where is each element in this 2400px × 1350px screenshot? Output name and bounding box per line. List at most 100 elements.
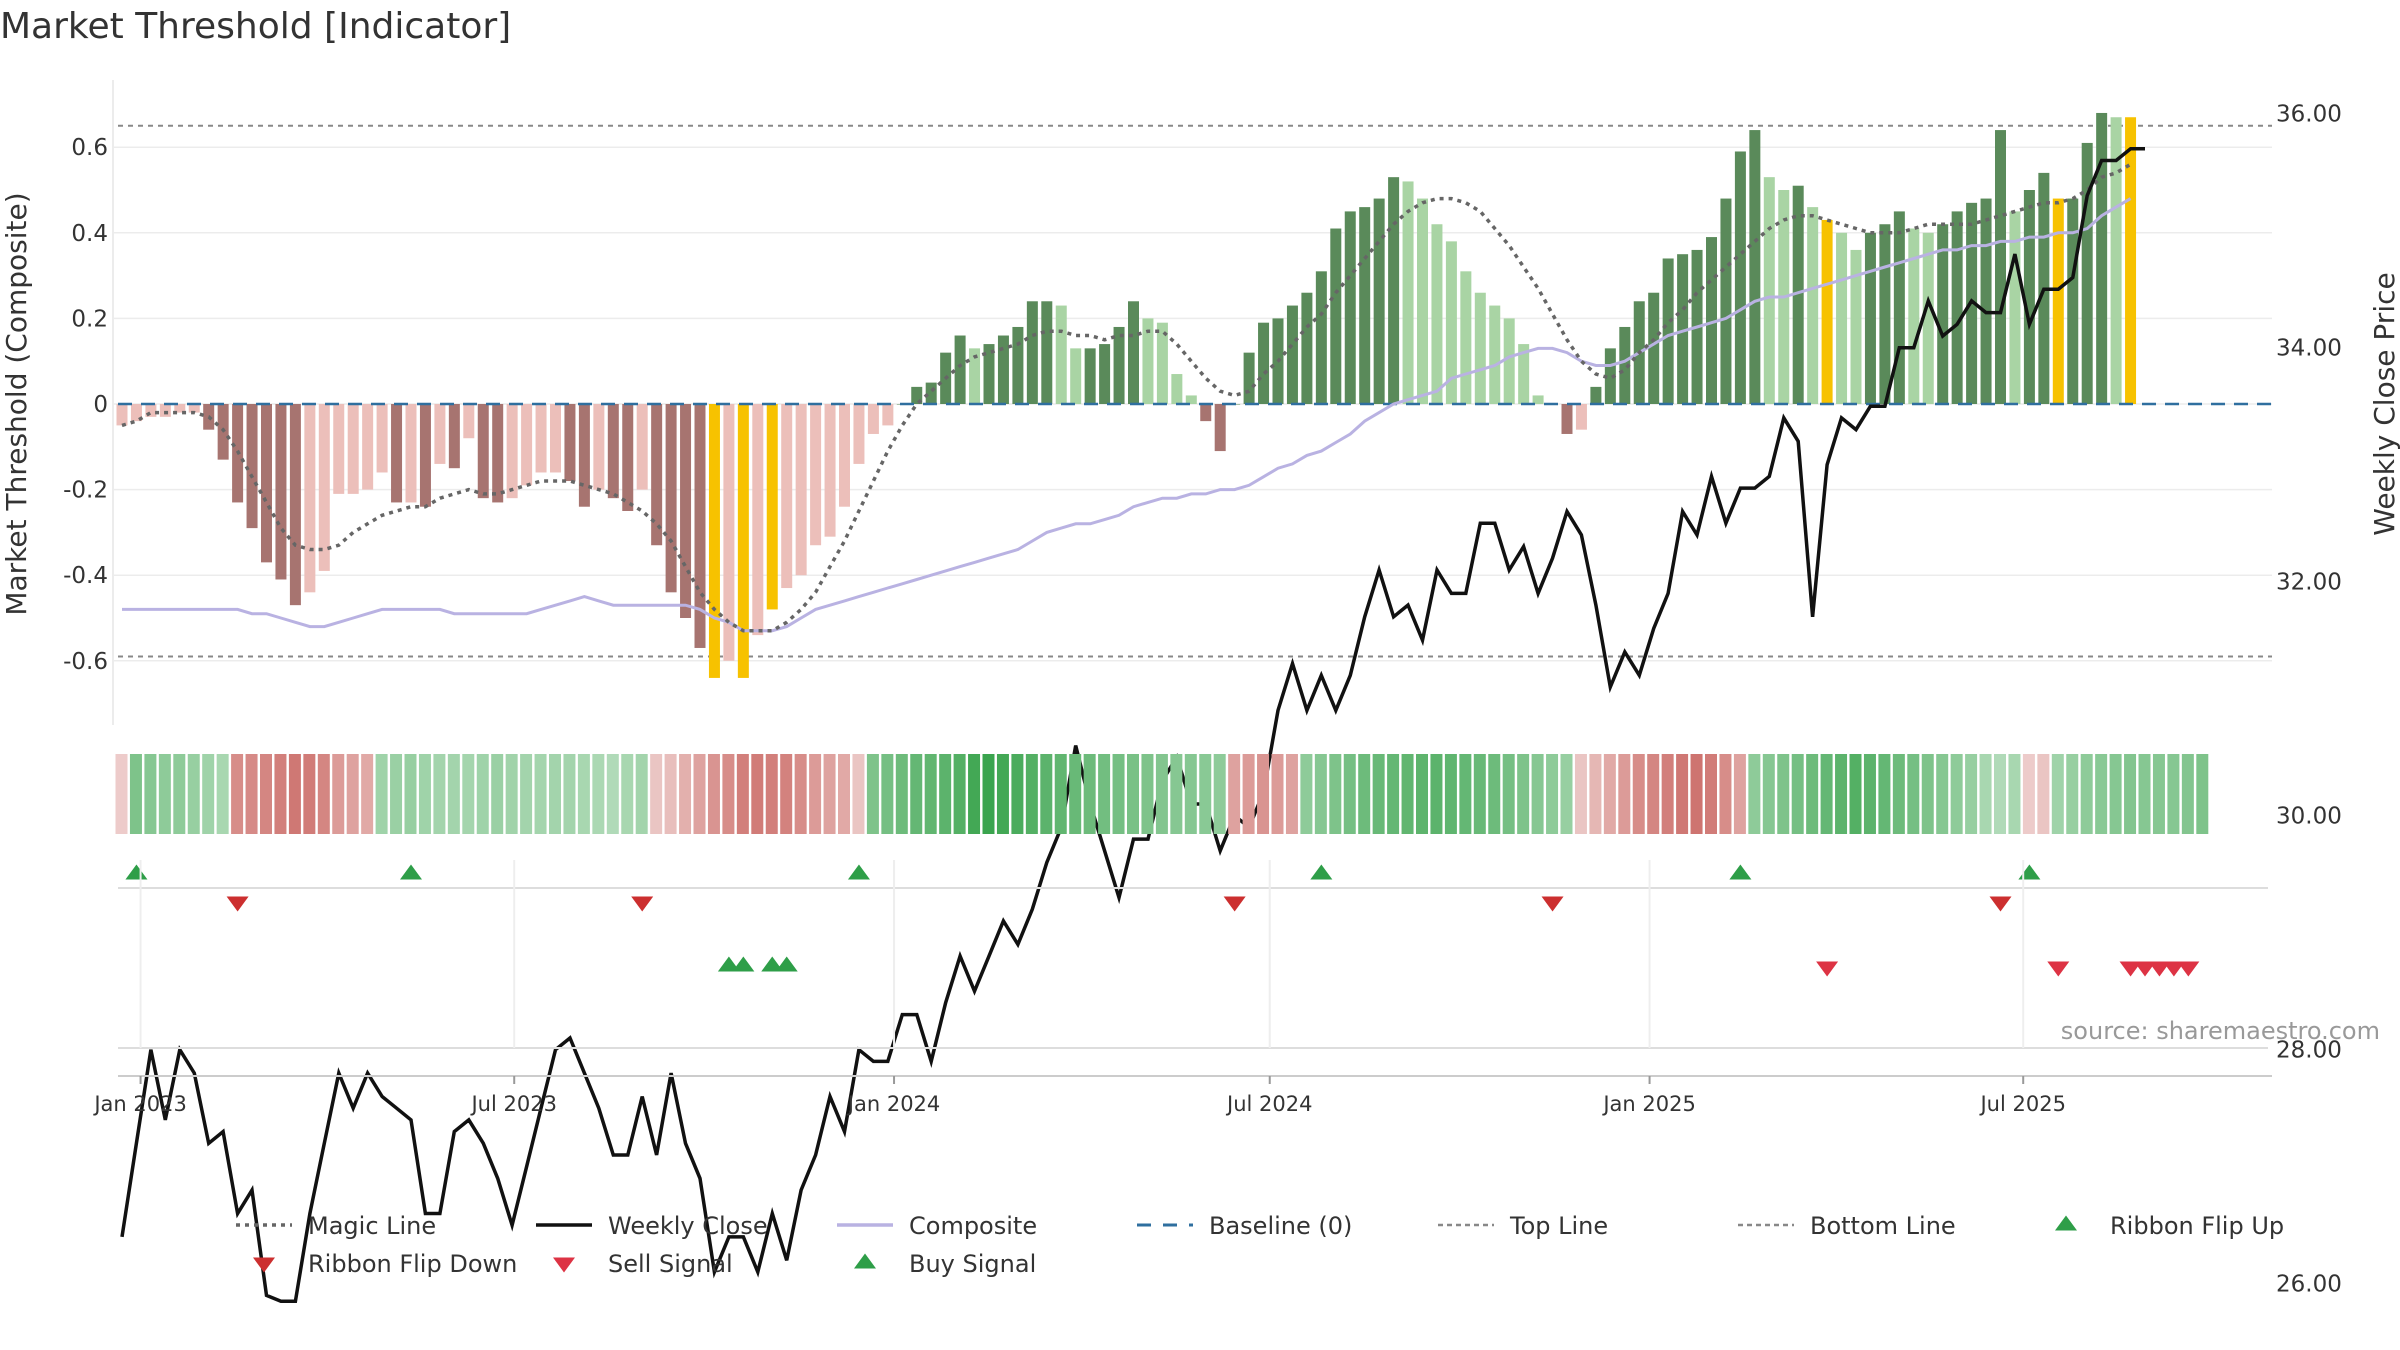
ribbon-cell: [1921, 754, 1934, 834]
ribbon-cell: [505, 754, 518, 834]
ribbon-cell: [1257, 754, 1270, 834]
x-tick-label: Jul 2023: [469, 1092, 556, 1116]
composite-bar: [564, 404, 576, 482]
series-lines: [118, 147, 2272, 1304]
right-tick-label: 28.00: [2276, 1038, 2342, 1064]
legend-label: Composite: [909, 1212, 1037, 1240]
ribbon-cell: [2167, 754, 2180, 834]
ribbon-cell: [361, 754, 374, 834]
composite-bar: [1850, 249, 1862, 404]
composite-bar: [853, 404, 865, 464]
legend-label: Ribbon Flip Down: [308, 1250, 517, 1278]
composite-bar: [1388, 177, 1400, 404]
composite-bar: [1879, 224, 1891, 404]
ribbon-cell: [1806, 754, 1819, 834]
composite-bar: [1460, 271, 1472, 404]
ribbon-cell: [1950, 754, 1963, 834]
legend-swatch-sell: [553, 1257, 575, 1273]
composite-bar: [535, 404, 547, 473]
composite-bar: [1734, 151, 1746, 404]
ribbon-cell: [115, 754, 128, 834]
x-axis: Jan 2023 Jul 2023 Jan 2024 Jul 2024 Jan 2025…: [92, 860, 2066, 1116]
ribbon-cell: [303, 754, 316, 834]
ribbon-cell: [2022, 754, 2035, 834]
right-tick-label: 32.00: [2276, 570, 2342, 596]
ribbon-cell: [1444, 754, 1457, 834]
composite-bar: [997, 335, 1009, 404]
ribbon-cell: [2152, 754, 2165, 834]
composite-bar: [1286, 305, 1298, 404]
buy-signal-marker: [775, 956, 798, 972]
legend-label: Ribbon Flip Up: [2110, 1212, 2284, 1240]
composite-bar: [1431, 224, 1443, 404]
composite-bar: [2023, 190, 2035, 404]
composite-bar: [1792, 185, 1804, 404]
composite-bar: [1561, 404, 1573, 434]
composite-bar: [810, 404, 822, 546]
composite-bar: [983, 344, 995, 404]
composite-bar: [550, 404, 561, 473]
composite-bar: [882, 404, 894, 426]
composite-bar: [2067, 198, 2079, 404]
composite-bar: [1417, 198, 1428, 404]
ribbon-cell: [592, 754, 605, 834]
ribbon-cell: [1849, 754, 1862, 834]
composite-bar: [275, 404, 287, 580]
ribbon-cell: [2109, 754, 2122, 834]
buy-signal-marker: [732, 956, 755, 972]
sell-signal-marker: [2134, 961, 2156, 977]
ribbon-cell: [924, 754, 937, 834]
composite-bar: [1706, 237, 1717, 404]
left-tick-label: 0.4: [71, 221, 108, 247]
composite-bar: [1807, 207, 1819, 404]
ribbon-cell: [1430, 754, 1443, 834]
gridlines: [114, 124, 2272, 662]
ribbon-flip-down-marker: [631, 896, 654, 912]
ribbon-cell: [158, 754, 171, 834]
ribbon-cell: [1329, 754, 1342, 834]
composite-bar: [1214, 404, 1226, 452]
ribbon-cell: [1863, 754, 1876, 834]
ribbon-cell: [1127, 754, 1139, 834]
composite-bar: [1070, 348, 1082, 404]
x-tick-label: Jul 2025: [1978, 1092, 2065, 1116]
composite-bar: [1301, 292, 1313, 404]
ribbon-flip-up-marker: [400, 864, 422, 880]
composite-bar: [1373, 198, 1385, 404]
composite-bar: [463, 404, 475, 439]
composite-bar: [1099, 344, 1111, 404]
ribbon-cell: [1170, 754, 1183, 834]
ribbon-flip-up-marker: [1729, 864, 1752, 880]
legend-label: Magic Line: [308, 1212, 436, 1240]
ribbon-cell: [2008, 754, 2021, 834]
ribbon-cell: [982, 754, 995, 834]
composite-bar: [1763, 177, 1775, 404]
ribbon-cell: [274, 754, 287, 834]
ribbon-cell: [722, 754, 735, 834]
composite-bar: [1720, 198, 1732, 404]
composite-bar: [1084, 348, 1096, 404]
composite-bar: [1200, 404, 1212, 422]
composite-bar: [737, 404, 749, 678]
ribbon-cell: [1401, 754, 1414, 834]
composite-bar: [593, 404, 605, 490]
composite-bar: [911, 386, 923, 404]
composite-bar: [434, 404, 446, 464]
sell-signal-marker: [2148, 961, 2171, 977]
composite-bar: [651, 404, 663, 546]
ribbon-cell: [838, 754, 850, 834]
left-tick-label: -0.6: [63, 649, 108, 675]
composite-bar: [781, 404, 793, 589]
ribbon-cell: [1965, 754, 1978, 834]
ribbon-cell: [1632, 754, 1645, 834]
ribbon-cell: [996, 754, 1009, 834]
composite-bar: [1908, 228, 1920, 404]
ribbon-cell: [2124, 754, 2137, 834]
ribbon-cell: [895, 754, 908, 834]
ribbon-cell: [418, 754, 431, 834]
ribbon-cell: [2066, 754, 2079, 834]
composite-bar: [405, 404, 417, 503]
composite-bar: [925, 382, 937, 404]
composite-bar: [1330, 228, 1342, 404]
ribbon-cell: [679, 754, 692, 834]
